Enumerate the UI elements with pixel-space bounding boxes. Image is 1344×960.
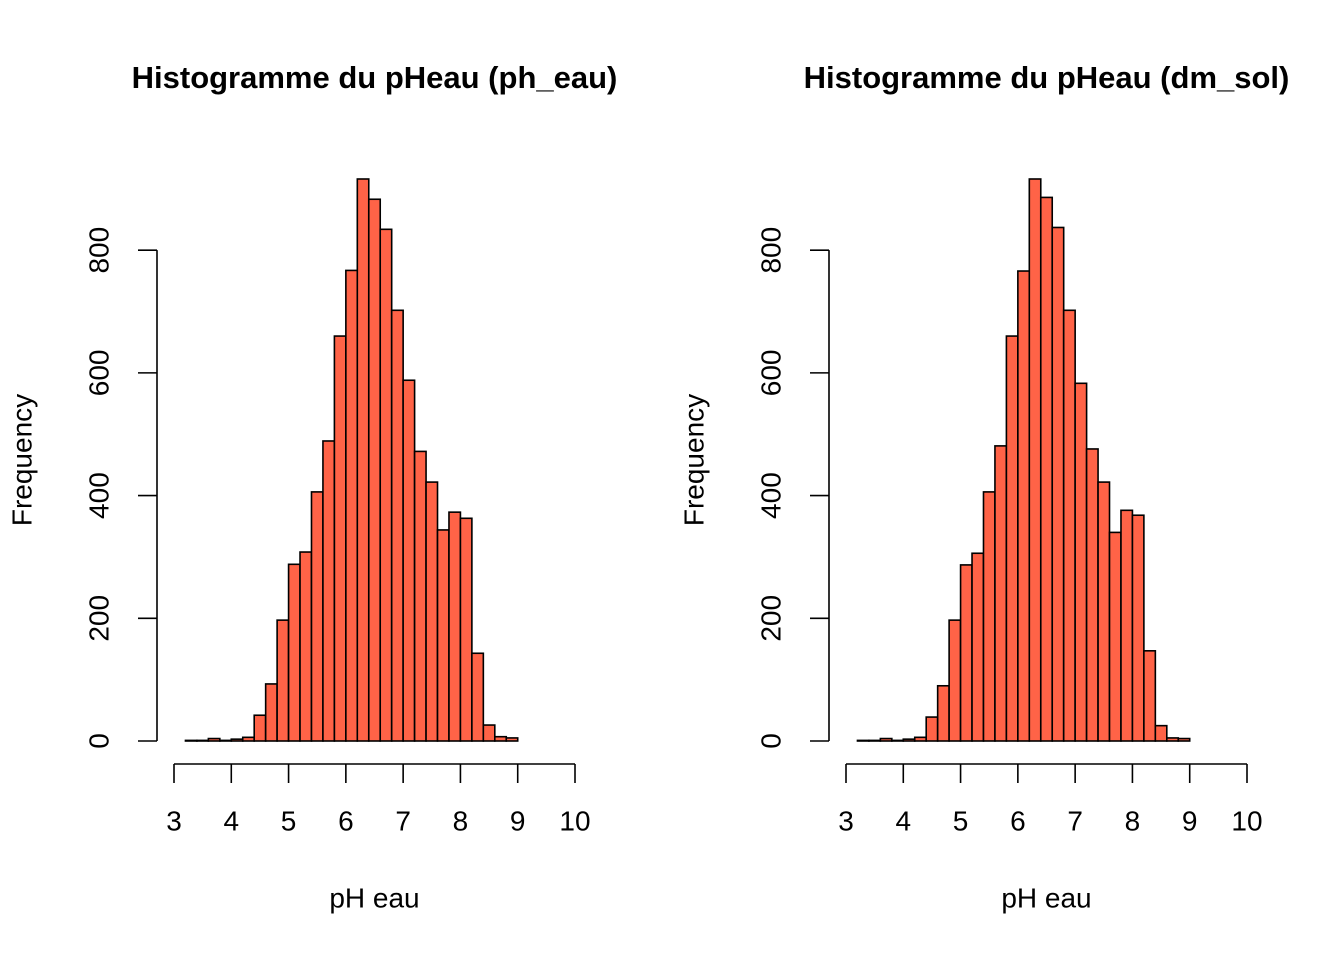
x-tick-label: 7 [395,805,411,836]
bar [402,379,416,742]
bar [959,564,973,742]
bar [287,563,301,742]
bar [1120,509,1134,742]
bar [264,683,278,742]
x-tick-label: 7 [1067,805,1083,836]
x-axis-label: pH eau [329,882,419,913]
bar [253,714,267,742]
y-tick-label: 200 [755,595,786,642]
x-tick-label: 5 [953,805,969,836]
bar [1062,309,1076,742]
bar [505,737,519,742]
bar [1131,514,1145,742]
x-tick-label: 10 [1231,805,1262,836]
bar [925,716,939,742]
bar [241,736,256,742]
bar [1039,196,1054,742]
bar [913,736,928,742]
bar [448,511,462,742]
bar [1085,448,1099,742]
bar [1051,226,1065,742]
bar [1143,650,1157,742]
bar [1177,737,1191,742]
bar [333,335,347,742]
bar [994,445,1008,742]
bar [276,619,290,742]
bar [299,551,313,742]
x-tick-label: 8 [453,805,469,836]
bar [367,198,382,742]
x-tick-label: 8 [1125,805,1141,836]
x-tick-label: 3 [838,805,854,836]
bar [1017,270,1031,742]
x-tick-label: 6 [1010,805,1026,836]
x-axis-label: pH eau [1001,882,1091,913]
bar [936,684,950,742]
bar [345,269,359,742]
y-tick-label: 800 [755,227,786,274]
x-tick-label: 5 [281,805,297,836]
bar [390,309,404,742]
x-tick-label: 10 [559,805,590,836]
y-tick-label: 600 [755,350,786,397]
bar [902,738,916,742]
y-axis-label: Frequency [678,394,709,526]
bar [493,735,508,742]
bar [891,739,905,742]
y-tick-label: 800 [83,227,114,274]
bar [471,652,485,742]
bar [322,440,336,742]
x-tick-label: 9 [1182,805,1198,836]
bar [413,450,427,742]
bar [425,481,439,742]
x-tick-label: 3 [166,805,182,836]
bar [230,738,244,742]
bar [1005,335,1019,742]
bar [1108,531,1122,742]
y-tick-label: 400 [83,472,114,519]
x-tick-label: 6 [338,805,354,836]
bar [1097,481,1111,742]
bar [1028,178,1042,742]
x-tick-label: 4 [223,805,239,836]
y-axis-label: Frequency [6,394,37,526]
bar [982,491,996,742]
bar [868,739,882,742]
y-tick-label: 0 [755,733,786,749]
bar [948,619,962,742]
bar [879,737,893,742]
x-tick-label: 9 [510,805,526,836]
y-tick-label: 600 [83,350,114,397]
bar [1074,382,1088,742]
bar [207,737,221,742]
chart-title: Histogramme du pHeau (ph_eau) [132,60,618,95]
y-tick-label: 0 [83,733,114,749]
bar [1166,737,1180,742]
bar [1154,724,1168,742]
bar [459,517,473,742]
bar [356,178,370,742]
y-tick-label: 200 [83,595,114,642]
chart-title: Histogramme du pHeau (dm_sol) [804,60,1290,95]
bar [219,739,233,742]
bar [482,724,496,742]
bar [436,529,450,742]
y-tick-label: 400 [755,472,786,519]
bar [379,228,393,742]
bar [310,491,324,742]
bar [184,739,198,742]
x-tick-label: 4 [895,805,911,836]
bar [196,739,210,742]
bar [856,739,870,742]
bar [971,552,985,742]
